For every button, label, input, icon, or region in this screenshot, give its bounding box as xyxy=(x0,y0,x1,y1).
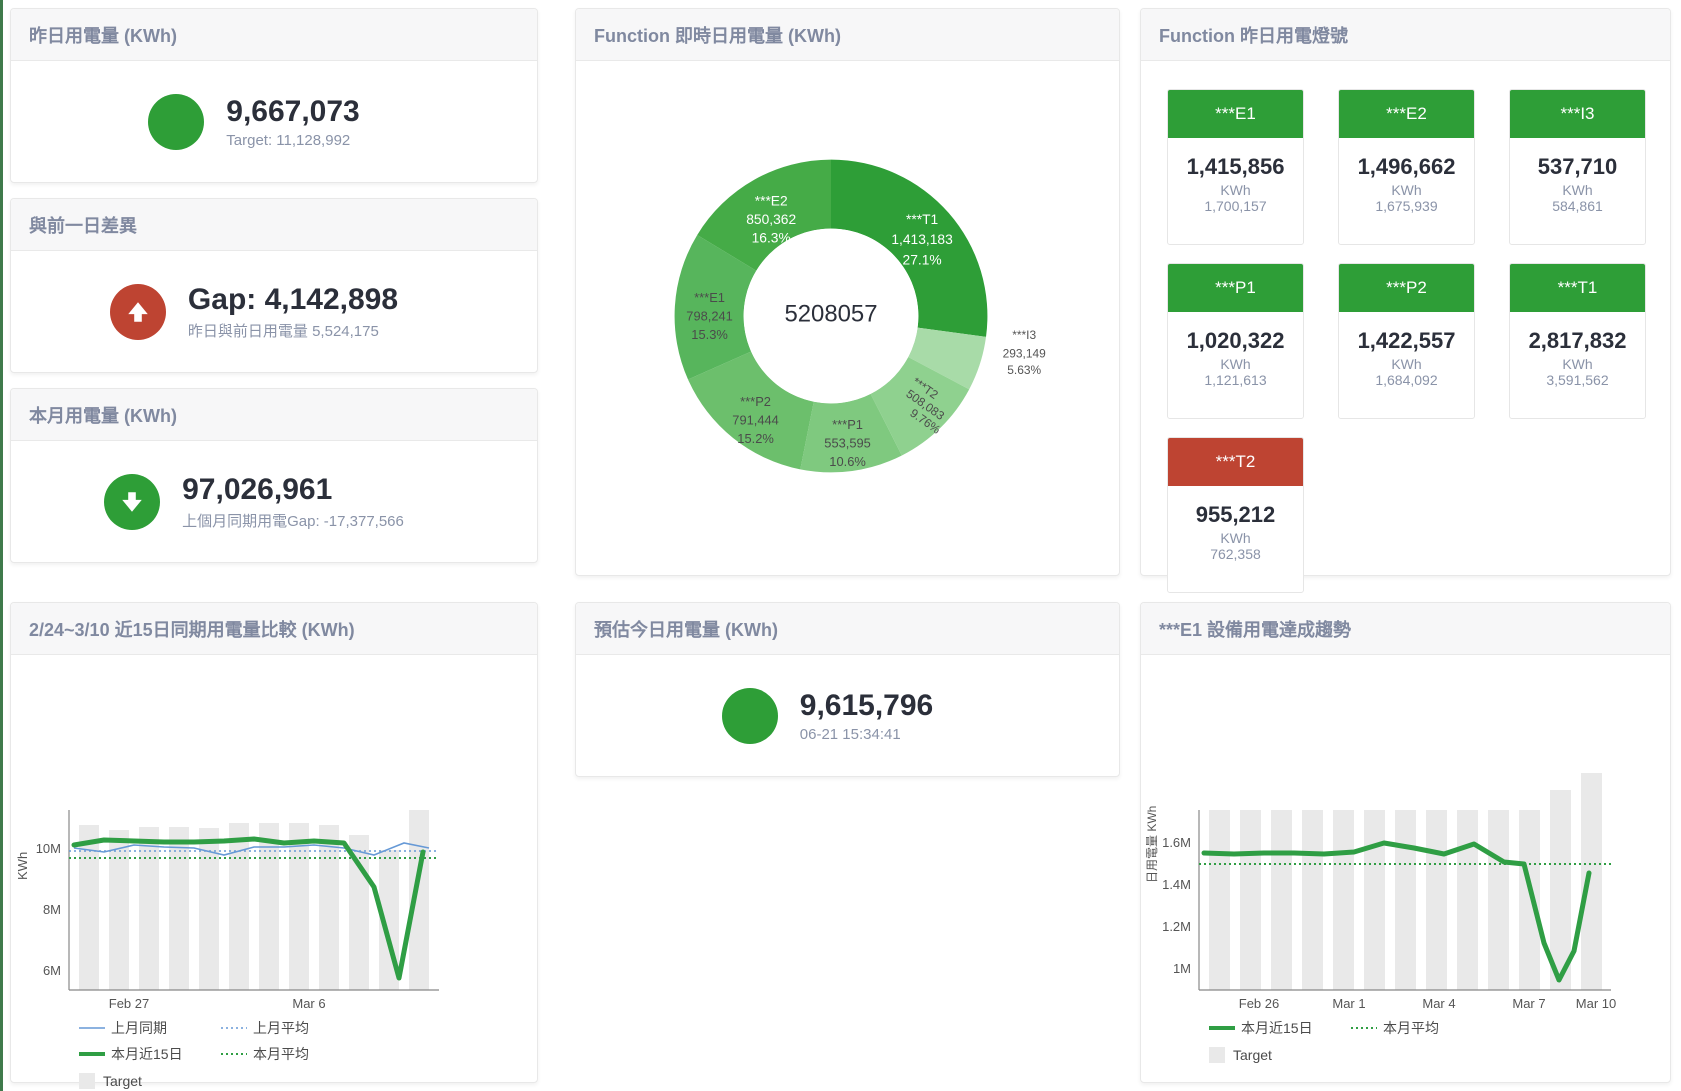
svg-text:Mar 7: Mar 7 xyxy=(1512,996,1545,1011)
svg-text:15.3%: 15.3% xyxy=(691,327,728,342)
svg-text:1.6M: 1.6M xyxy=(1162,835,1191,850)
svg-text:293,149: 293,149 xyxy=(1003,346,1047,360)
svg-text:上月同期: 上月同期 xyxy=(111,1020,167,1036)
svg-text:Target: Target xyxy=(1233,1047,1272,1063)
svg-text:6M: 6M xyxy=(43,963,61,978)
svg-text:5208057: 5208057 xyxy=(784,301,877,328)
svg-text:***E1: ***E1 xyxy=(694,290,725,305)
svg-text:553,595: 553,595 xyxy=(824,436,871,451)
svg-text:***P1: ***P1 xyxy=(832,417,863,432)
svg-text:1M: 1M xyxy=(1173,961,1191,976)
svg-text:Target: Target xyxy=(103,1073,142,1089)
svg-text:***I3: ***I3 xyxy=(1012,328,1036,342)
svg-text:27.1%: 27.1% xyxy=(903,252,942,267)
svg-text:本月近15日: 本月近15日 xyxy=(111,1046,183,1062)
svg-text:上月平均: 上月平均 xyxy=(253,1020,309,1036)
svg-text:15.2%: 15.2% xyxy=(737,431,774,446)
svg-text:本月平均: 本月平均 xyxy=(253,1046,309,1062)
svg-text:10.6%: 10.6% xyxy=(829,454,866,469)
svg-text:Feb 26: Feb 26 xyxy=(1239,996,1279,1011)
svg-text:本月近15日: 本月近15日 xyxy=(1241,1020,1313,1036)
svg-text:Mar 6: Mar 6 xyxy=(292,996,325,1011)
svg-text:Mar 4: Mar 4 xyxy=(1422,996,1455,1011)
svg-text:16.3%: 16.3% xyxy=(752,230,791,245)
svg-text:***E2: ***E2 xyxy=(755,194,788,209)
svg-text:1,413,183: 1,413,183 xyxy=(891,232,953,247)
svg-text:Mar 10: Mar 10 xyxy=(1576,996,1616,1011)
svg-text:791,444: 791,444 xyxy=(732,413,779,428)
svg-text:Feb 27: Feb 27 xyxy=(109,996,149,1011)
svg-text:本月平均: 本月平均 xyxy=(1383,1020,1439,1036)
svg-text:10M: 10M xyxy=(36,841,61,856)
svg-text:850,362: 850,362 xyxy=(746,212,796,227)
svg-text:***T1: ***T1 xyxy=(906,212,938,227)
svg-text:5.63%: 5.63% xyxy=(1007,363,1041,377)
svg-text:Mar 1: Mar 1 xyxy=(1332,996,1365,1011)
svg-text:1.2M: 1.2M xyxy=(1162,919,1191,934)
svg-text:***P2: ***P2 xyxy=(740,394,771,409)
svg-text:1.4M: 1.4M xyxy=(1162,877,1191,892)
svg-text:798,241: 798,241 xyxy=(686,309,733,324)
svg-text:8M: 8M xyxy=(43,902,61,917)
